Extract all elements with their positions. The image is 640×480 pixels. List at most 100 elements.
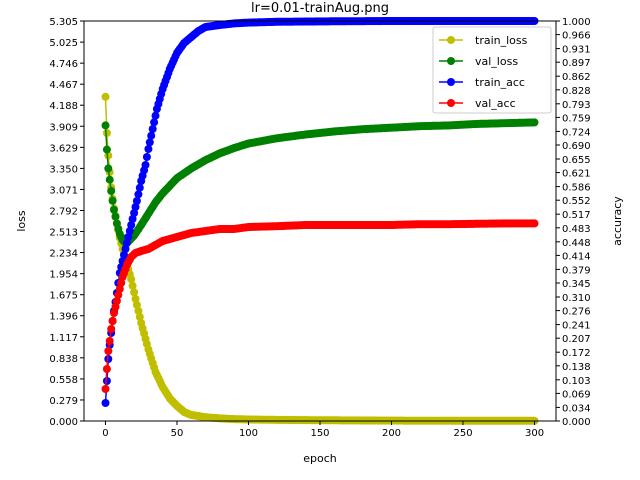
left-y-tick-label: 5.025 (49, 38, 78, 49)
x-tick-label: 50 (171, 428, 184, 439)
legend-label-val_loss: val_loss (475, 55, 518, 68)
data-point-train_loss (127, 275, 135, 283)
left-y-tick-label: 3.909 (49, 122, 78, 133)
right-y-tick-label: 0.724 (562, 127, 591, 138)
left-y-tick-label: 3.350 (49, 164, 78, 175)
right-y-tick-label: 0.069 (562, 389, 591, 400)
data-point-val_loss (110, 206, 118, 214)
right-y-tick-label: 0.862 (562, 72, 591, 83)
left-y-tick-label: 0.279 (49, 396, 78, 407)
x-axis-label: epoch (303, 452, 337, 465)
right-y-tick-label: 0.828 (562, 86, 591, 97)
data-point-val_loss (102, 121, 110, 129)
right-y-tick-label: 0.483 (562, 224, 591, 235)
right-y-tick-label: 0.793 (562, 100, 591, 111)
data-point-train_acc (147, 132, 155, 140)
right-y-tick-label: 0.759 (562, 113, 591, 124)
right-y-tick-label: 0.931 (562, 45, 591, 56)
chart-title: lr=0.01-trainAug.png (251, 1, 389, 16)
left-y-tick-label: 0.838 (49, 354, 78, 365)
right-y-tick-label: 0.310 (562, 293, 591, 304)
right-y-tick-label: 0.103 (562, 376, 591, 387)
left-y-tick-label: 1.675 (49, 291, 78, 302)
data-point-val_acc (531, 219, 539, 227)
data-point-train_acc (133, 197, 141, 205)
data-point-val_loss (107, 187, 115, 195)
left-y-tick-label: 3.629 (49, 143, 78, 154)
right-y-tick-label: 0.034 (562, 403, 591, 414)
left-y-tick-label: 1.396 (49, 312, 78, 323)
x-tick-label: 100 (239, 428, 258, 439)
right-y-tick-label: 0.172 (562, 348, 591, 359)
data-point-train_acc (146, 138, 154, 146)
data-point-val_loss (106, 176, 114, 184)
left-y-tick-label: 0.000 (49, 417, 78, 428)
left-y-tick-label: 5.305 (49, 17, 78, 28)
right-y-tick-label: 0.414 (562, 251, 591, 262)
legend-swatch-marker (447, 99, 455, 107)
right-y-tick-label: 0.241 (562, 321, 591, 332)
data-point-val_acc (102, 385, 110, 393)
data-point-train_loss (103, 129, 111, 137)
right-y-tick-label: 0.621 (562, 169, 591, 180)
data-point-val_loss (531, 118, 539, 126)
x-tick-label: 250 (453, 428, 472, 439)
left-y-tick-label: 2.513 (49, 228, 78, 239)
right-y-tick-label: 0.552 (562, 196, 591, 207)
right-y-tick-label: 0.000 (562, 417, 591, 428)
data-point-train_loss (130, 288, 138, 296)
data-point-val_loss (112, 213, 120, 221)
right-y-tick-label: 0.655 (562, 155, 591, 166)
right-y-tick-label: 1.000 (562, 17, 591, 28)
data-point-val_acc (109, 317, 117, 325)
data-point-train_acc (134, 190, 142, 198)
legend-label-train_loss: train_loss (475, 34, 528, 47)
left-y-axis-label: loss (15, 210, 28, 232)
data-point-val_loss (109, 197, 117, 205)
left-y-tick-label: 1.117 (49, 333, 78, 344)
data-point-train_acc (149, 125, 157, 133)
right-y-tick-label: 0.966 (562, 31, 591, 42)
left-y-tick-label: 0.558 (49, 375, 78, 386)
right-y-tick-label: 0.138 (562, 362, 591, 373)
right-y-tick-label: 0.379 (562, 265, 591, 276)
legend-swatch-marker (447, 57, 455, 65)
legend-label-train_acc: train_acc (475, 76, 525, 89)
right-y-tick-label: 0.207 (562, 334, 591, 345)
x-tick-label: 0 (102, 428, 108, 439)
x-tick-label: 150 (310, 428, 329, 439)
right-y-tick-label: 0.690 (562, 141, 591, 152)
data-point-val_loss (103, 146, 111, 154)
right-y-tick-label: 0.517 (562, 210, 591, 221)
data-point-train_acc (143, 153, 151, 161)
data-point-train_acc (152, 112, 160, 120)
data-point-val_acc (107, 325, 115, 333)
left-y-tick-label: 3.071 (49, 185, 78, 196)
legend: train_loss val_loss train_acc val_acc (433, 27, 551, 113)
left-y-tick-label: 4.746 (49, 59, 78, 70)
x-tick-label: 300 (525, 428, 544, 439)
left-y-tick-label: 2.234 (49, 249, 78, 260)
data-point-val_acc (104, 347, 112, 355)
data-point-train_acc (142, 161, 150, 169)
x-tick-label: 200 (382, 428, 401, 439)
data-point-val_acc (103, 365, 111, 373)
left-y-tick-label: 1.954 (49, 270, 78, 281)
right-y-tick-label: 0.586 (562, 183, 591, 194)
right-y-tick-label: 0.448 (562, 238, 591, 249)
data-point-train_acc (136, 184, 144, 192)
legend-swatch-marker (447, 36, 455, 44)
right-y-axis-label: accuracy (611, 196, 624, 246)
right-y-tick-label: 0.345 (562, 279, 591, 290)
legend-swatch-marker (447, 78, 455, 86)
left-y-tick-label: 2.792 (49, 206, 78, 217)
left-y-tick-label: 4.467 (49, 80, 78, 91)
data-point-train_acc (144, 145, 152, 153)
right-y-tick-label: 0.276 (562, 307, 591, 318)
data-point-train_loss (102, 93, 110, 101)
data-point-val_acc (106, 337, 114, 345)
right-y-tick-label: 0.897 (562, 58, 591, 69)
data-point-train_acc (150, 118, 158, 126)
legend-label-val_acc: val_acc (475, 97, 516, 110)
